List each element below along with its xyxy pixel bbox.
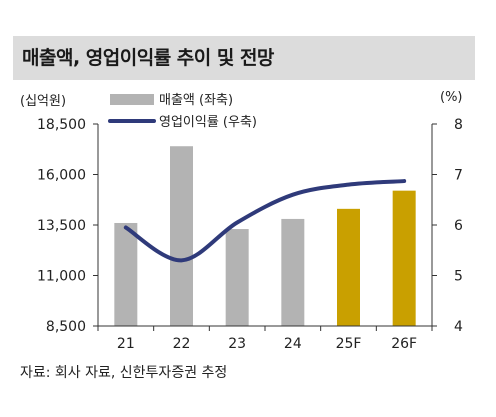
- bar-series: [114, 146, 416, 326]
- right-tick-label: 4: [454, 319, 463, 335]
- bar-21: [114, 222, 138, 326]
- bar-24: [281, 218, 305, 326]
- right-tick-label: 5: [454, 269, 463, 285]
- x-tick-label: 21: [117, 336, 135, 352]
- left-tick-label: 8,500: [46, 319, 86, 335]
- left-tick-label: 16,000: [37, 168, 86, 184]
- x-tick-label: 25F: [336, 336, 362, 352]
- right-axis-ticks: 8 7 6 5 4: [432, 117, 463, 335]
- left-tick-label: 11,000: [37, 269, 86, 285]
- chart-title: 매출액, 영업이익률 추이 및 전망: [22, 47, 274, 69]
- legend-label-line: 영업이익률 (우축): [159, 115, 257, 130]
- legend: 매출액 (좌축) 영업이익률 (우축): [108, 93, 257, 130]
- legend-label-bar: 매출액 (좌축): [159, 93, 233, 108]
- bar-22: [170, 146, 193, 326]
- left-axis-unit: (십억원): [20, 94, 67, 109]
- source-note: 자료: 회사 자료, 신한투자증권 추정: [20, 365, 228, 381]
- x-tick-label: 24: [284, 336, 302, 352]
- operating-margin-line: [123, 179, 407, 263]
- legend-swatch-bar: [110, 94, 154, 105]
- x-tick-label: 22: [173, 336, 191, 352]
- left-tick-label: 13,500: [37, 218, 86, 234]
- axes: [97, 124, 433, 327]
- x-axis-ticks: 21 22 23 24 25F 26F: [97, 326, 433, 352]
- bar-26F: [392, 190, 416, 326]
- title-bar: 매출액, 영업이익률 추이 및 전망: [13, 36, 475, 80]
- left-axis-ticks: 18,500 16,000 13,500 11,000 8,500: [37, 117, 98, 335]
- x-tick-label: 23: [228, 336, 246, 352]
- right-axis-unit: (%): [440, 90, 463, 105]
- right-tick-label: 7: [454, 168, 463, 184]
- line-series: [123, 179, 407, 263]
- bar-23: [225, 229, 249, 326]
- right-tick-label: 6: [454, 218, 463, 234]
- right-tick-label: 8: [454, 117, 463, 133]
- left-tick-label: 18,500: [37, 117, 86, 133]
- bar-25F: [337, 208, 360, 326]
- x-tick-label: 26F: [391, 336, 417, 352]
